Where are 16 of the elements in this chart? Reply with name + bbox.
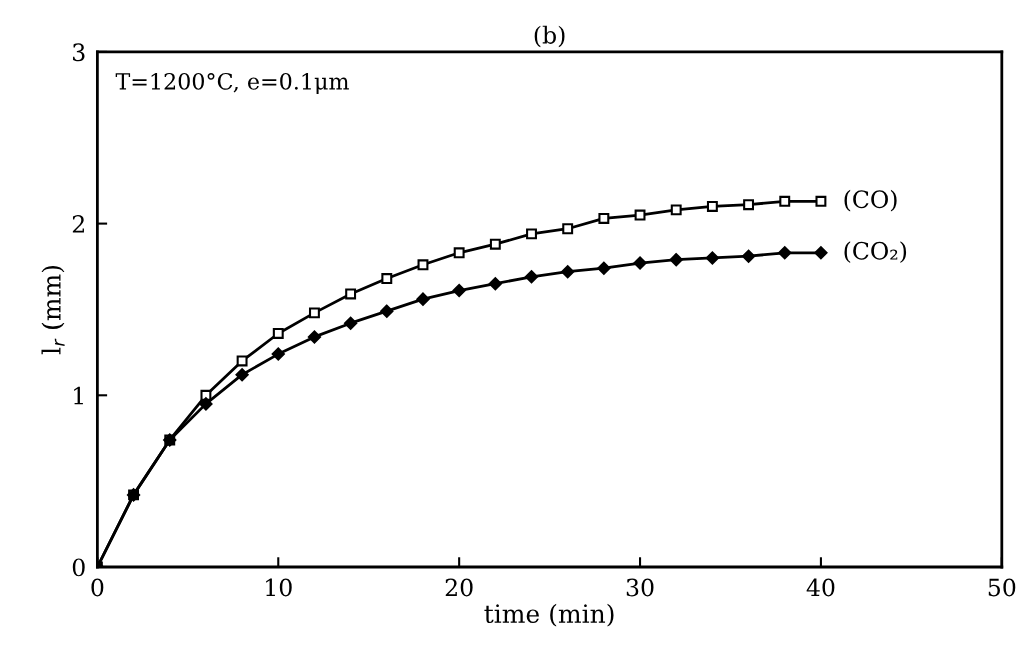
y-tick-label: 0 <box>72 558 85 577</box>
chart-title: (b) <box>534 25 565 48</box>
y-tick-label: 2 <box>72 215 84 233</box>
y-axis-title: l$_{r}$ (mm) <box>41 265 65 355</box>
y-tick-label: 1 <box>74 386 83 405</box>
x-tick-label: 10 <box>266 578 292 597</box>
series-label: (CO₂) <box>844 241 907 263</box>
annotation: T=1200°C, e=0.1μm <box>115 72 349 95</box>
x-tick-label: 30 <box>626 578 654 597</box>
x-axis-title: time (min) <box>484 603 614 627</box>
x-tick-label: 50 <box>988 578 1016 597</box>
y-tick-label: 3 <box>73 43 85 62</box>
x-tick-label: 20 <box>445 578 473 597</box>
series-label: (CO) <box>844 189 897 212</box>
x-tick-label: 40 <box>806 578 835 597</box>
x-tick-label: 0 <box>91 578 104 597</box>
